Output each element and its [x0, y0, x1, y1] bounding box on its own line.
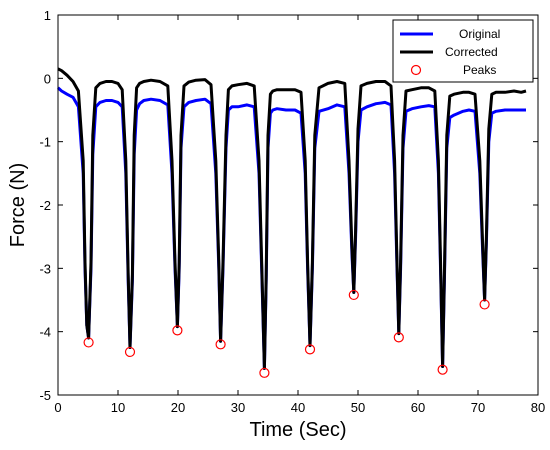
y-tick-label: -3 — [39, 261, 51, 276]
x-tick-label: 40 — [291, 400, 305, 415]
peak-point — [304, 344, 316, 355]
legend-peaks-label: Peaks — [463, 63, 496, 77]
series-layer — [57, 67, 527, 370]
y-axis-label: Force (N) — [7, 163, 29, 247]
peak-point — [437, 364, 448, 375]
x-tick-label: 50 — [351, 400, 365, 415]
x-axis-label: Time (Sec) — [249, 419, 346, 441]
legend-peaks-marker — [410, 64, 422, 76]
legend-original-label: Original — [459, 27, 500, 41]
peak-point — [124, 346, 136, 358]
legend-corrected-label: Corrected — [445, 45, 498, 59]
y-tick-label: -5 — [39, 388, 51, 403]
x-tick-label: 0 — [54, 400, 61, 415]
peak-point — [215, 339, 226, 350]
x-tick-label: 20 — [171, 400, 185, 415]
x-tick-label: 10 — [111, 400, 125, 415]
legend: Original Corrected Peaks — [392, 19, 534, 83]
x-tick-label: 30 — [231, 400, 245, 415]
y-axis-ticks: 1 0 -1 -2 -3 -4 -5 — [39, 8, 538, 403]
peak-point — [348, 289, 359, 301]
x-tick-label: 60 — [411, 400, 425, 415]
peaks-layer — [83, 289, 490, 378]
x-tick-label: 70 — [471, 400, 485, 415]
peak-point — [172, 325, 183, 336]
peak-point — [83, 337, 94, 348]
y-tick-label: 1 — [44, 8, 51, 23]
peak-point — [259, 367, 270, 378]
y-tick-label: 0 — [44, 71, 51, 86]
y-tick-label: -2 — [39, 198, 51, 213]
peak-point — [393, 332, 404, 343]
series-line-corrected — [57, 67, 527, 370]
x-tick-label: 80 — [531, 400, 545, 415]
peak-point — [479, 299, 490, 310]
x-axis-ticks: 0 10 20 30 40 50 60 70 80 — [54, 15, 545, 415]
y-tick-label: -4 — [39, 325, 51, 340]
y-tick-label: -1 — [39, 135, 51, 150]
